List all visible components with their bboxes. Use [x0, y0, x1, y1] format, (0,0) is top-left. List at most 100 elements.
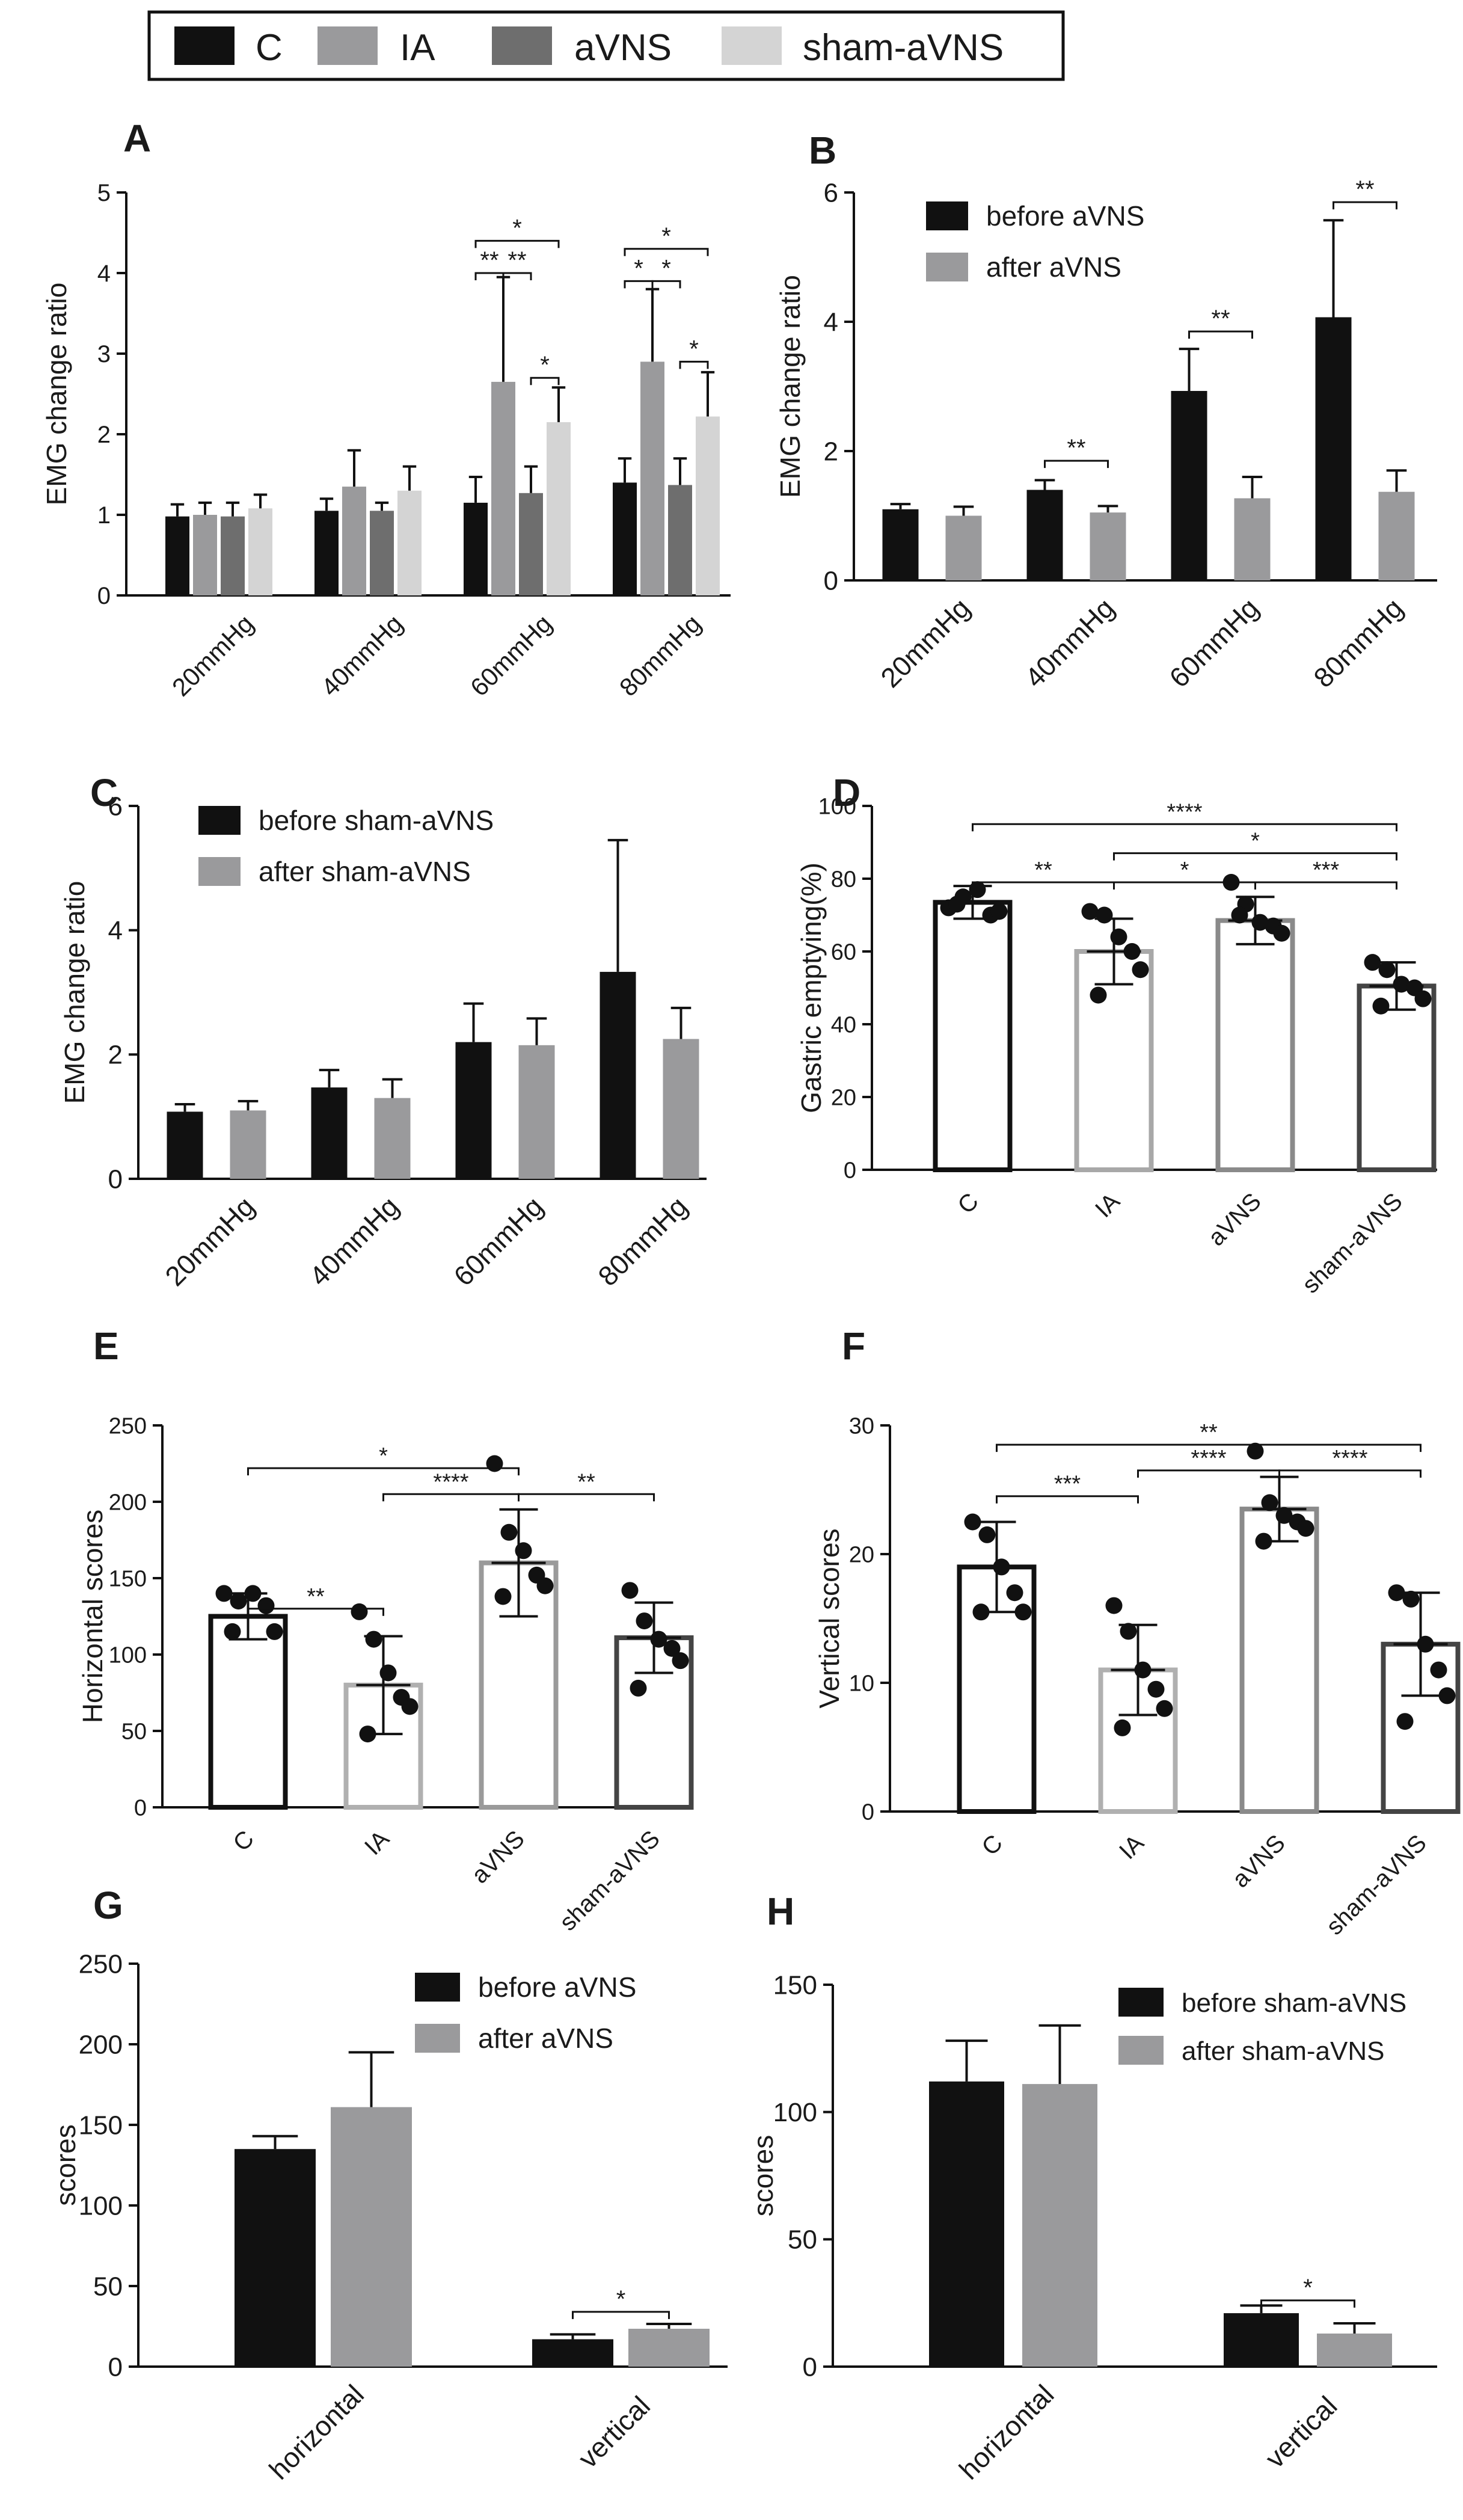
- panel-e-y-tick-label: 200: [109, 1490, 147, 1515]
- panel-f-y-tick-label: 0: [862, 1799, 874, 1825]
- panel-f-significance-label: **: [1200, 1420, 1218, 1445]
- panel-e-y-tick-label: 150: [109, 1566, 147, 1591]
- panel-f-data-point: [1156, 1700, 1173, 1717]
- panel-e-data-point: [379, 1664, 397, 1682]
- panel-e-category-label: aVNS: [467, 1825, 530, 1888]
- panel-d-significance-label: ***: [1313, 858, 1340, 883]
- panel-a-significance-bracket: [624, 248, 709, 256]
- panel-h-y-tick-label: 150: [773, 1970, 817, 2000]
- panel-a-bar-avns-20mmhg: [221, 516, 245, 595]
- panel-f-significance-bracket: [996, 1443, 1422, 1452]
- panel-b-y-axis-label: EMG change ratio: [774, 275, 806, 498]
- panel-g-y-tick-label: 50: [93, 2272, 123, 2301]
- panel-f-data-point: [1120, 1623, 1137, 1640]
- panel-b-legend-label: before aVNS: [986, 200, 1144, 232]
- panel-d-data-point: [948, 896, 966, 913]
- panel-e-significance-label: ****: [433, 1469, 468, 1495]
- panel-c-chart: 0 2 4 6 EMG change ratio 20mmHg 40mmHg 60mmHg 80…: [59, 791, 707, 1292]
- panel-b-bar-before-avns-60mmhg: [1171, 391, 1207, 580]
- panel-e-y-tick-label: 250: [109, 1413, 147, 1439]
- panel-d-data-point: [1393, 976, 1410, 993]
- panel-d-significance-label: **: [1034, 858, 1052, 883]
- panel-d-data-point: [1372, 997, 1390, 1015]
- panel-e-y-tick-label: 100: [109, 1643, 147, 1668]
- panel-b-y-tick-label: 4: [824, 307, 838, 337]
- panel-c-bar-before-sham-avns-40mmhg: [311, 1087, 348, 1179]
- panel-g-bar-after-avns-vertical: [628, 2329, 710, 2367]
- legend-label-avns: aVNS: [574, 27, 672, 69]
- panel-c-bar-after-sham-avns-40mmhg: [374, 1098, 411, 1179]
- panel-c-legend-label: before sham-aVNS: [259, 805, 494, 836]
- panel-f-data-point: [1275, 1507, 1293, 1524]
- panel-b-category-label: 80mmHg: [1307, 592, 1409, 693]
- panel-d-y-tick-label: 0: [844, 1158, 856, 1183]
- panel-c-y-tick-label: 6: [108, 791, 123, 821]
- panel-d-chart: 0 20 40 60 80 100 Gastric emptying(%) C IA aVNS sh…: [796, 794, 1437, 1298]
- panel-b-category-label: 20mmHg: [874, 592, 976, 693]
- panel-d-y-tick-label: 20: [831, 1085, 856, 1110]
- panel-a-y-tick-label: 1: [97, 502, 111, 529]
- panel-a-bar-ia-20mmhg: [193, 515, 217, 595]
- panel-d-y-tick-label: 60: [831, 939, 856, 965]
- panel-d-data-point: [1231, 906, 1248, 924]
- panel-b-letter: B: [809, 129, 836, 172]
- panel-e-data-point: [500, 1523, 518, 1541]
- panel-d-category-label: C: [952, 1188, 984, 1219]
- panel-d-significance-bracket: [972, 881, 1115, 890]
- panel-a-category-label: 60mmHg: [465, 609, 557, 702]
- panel-c: C 0 2 4 6 EMG change ratio 20mmHg 40mmHg 60mmHg…: [59, 771, 707, 1292]
- panel-d-significance-label: *: [1180, 858, 1189, 883]
- panel-b-category-label: 40mmHg: [1019, 592, 1120, 693]
- legend-swatch-ia: [317, 26, 378, 65]
- panel-e-significance-bracket: [382, 1493, 520, 1502]
- panel-c-bar-after-sham-avns-20mmhg: [230, 1110, 266, 1179]
- panel-e-y-tick-label: 0: [134, 1795, 147, 1821]
- panel-b-significance-label: **: [1355, 176, 1374, 203]
- panel-f-y-tick-label: 10: [849, 1671, 874, 1696]
- top-legend: C IA aVNS sham-aVNS: [147, 10, 1065, 81]
- legend-label-sham-avns: sham-aVNS: [803, 27, 1004, 69]
- panel-h-significance-bracket: [1260, 2299, 1355, 2308]
- panel-a-significance-label: **: [508, 247, 526, 274]
- panel-e-data-point: [257, 1597, 275, 1614]
- panel-a-category-label: 20mmHg: [167, 609, 259, 702]
- panel-h-legend-swatch: [1118, 2036, 1164, 2065]
- panel-e-letter: E: [93, 1324, 119, 1368]
- panel-b-bar-after-avns-60mmhg: [1234, 498, 1271, 580]
- panel-g-bar-before-avns-horizontal: [235, 2149, 316, 2367]
- panel-f-category-label: C: [977, 1830, 1008, 1861]
- panel-g-y-tick-label: 0: [108, 2352, 123, 2382]
- panel-e-bar-c: [208, 1614, 288, 1810]
- panel-g-y-tick-label: 100: [79, 2191, 123, 2220]
- panel-c-bar-after-sham-avns-60mmhg: [518, 1045, 555, 1179]
- panel-g-legend-label: after aVNS: [478, 2023, 613, 2054]
- panel-b-significance-label: **: [1067, 435, 1085, 461]
- panel-a-significance-label: *: [512, 215, 522, 241]
- panel-a-bar-sham-avns-80mmhg: [696, 416, 720, 595]
- panel-g-letter: G: [93, 1884, 123, 1927]
- top-legend-frame: [147, 10, 1065, 81]
- panel-g-legend-swatch: [415, 1973, 460, 2002]
- panel-a-significance-bracket: [530, 376, 560, 386]
- panel-g-y-axis-label: scores: [50, 2124, 81, 2205]
- panel-e-data-point: [494, 1588, 512, 1605]
- panel-g-chart: 0 50 100 150 200 250 scores horizontal vertical *…: [50, 1949, 728, 2486]
- panel-a-bar-c-60mmhg: [464, 502, 488, 595]
- panel-c-y-tick-label: 4: [108, 916, 123, 945]
- panel-c-bar-before-sham-avns-60mmhg: [455, 1042, 492, 1179]
- panel-h: H 0 50 100 150 scores horizontal vertical * befo…: [747, 1890, 1437, 2486]
- panel-a-y-tick-label: 2: [97, 422, 111, 448]
- panel-d-data-point: [1110, 928, 1127, 945]
- panel-b-legend-label: after aVNS: [986, 251, 1121, 283]
- panel-f-data-point: [1014, 1603, 1032, 1621]
- panel-d-data-point: [1081, 903, 1099, 920]
- panel-g-y-tick-label: 200: [79, 2030, 123, 2059]
- panel-h-chart: 0 50 100 150 scores horizontal vertical * before…: [747, 1970, 1437, 2486]
- panel-f-category-label: sham-aVNS: [1321, 1830, 1432, 1940]
- panel-b-bar-after-avns-20mmhg: [945, 515, 982, 580]
- legend-label-ia: IA: [400, 27, 435, 69]
- panel-d-category-label: IA: [1090, 1188, 1125, 1223]
- panel-a-significance-label: *: [661, 255, 671, 281]
- panel-f-data-point: [1388, 1584, 1405, 1602]
- panel-a-bar-avns-60mmhg: [519, 493, 543, 595]
